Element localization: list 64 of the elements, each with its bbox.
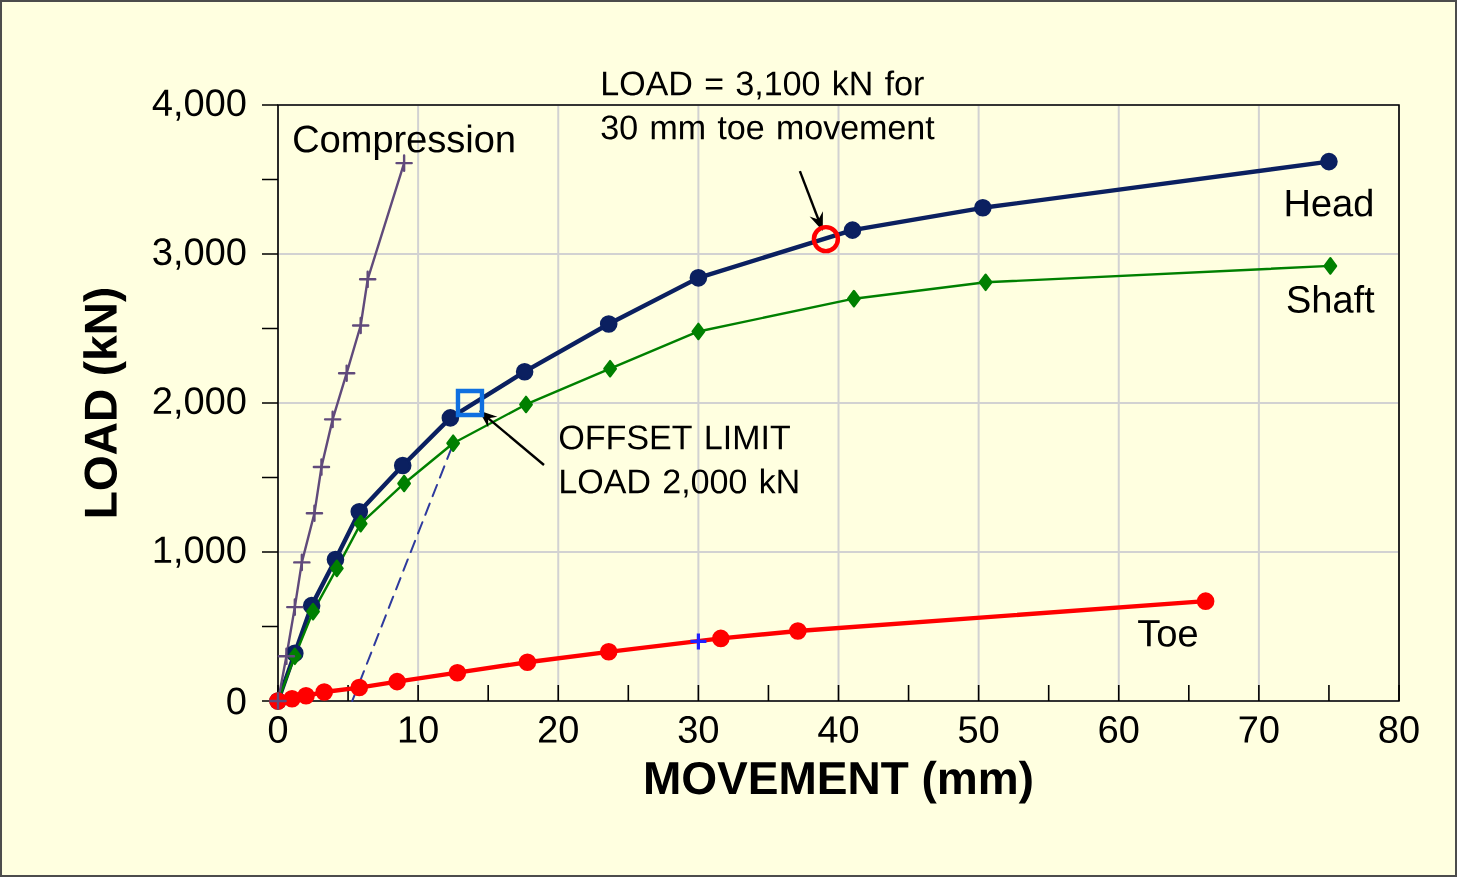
- point: [1196, 592, 1215, 610]
- point: [305, 504, 324, 523]
- point: [393, 456, 412, 475]
- x-tick-label: 60: [1099, 716, 1139, 743]
- point: [329, 559, 344, 578]
- point: [712, 629, 730, 648]
- point: [518, 653, 537, 672]
- point: [315, 683, 334, 701]
- point: [323, 410, 342, 429]
- point: [286, 598, 304, 616]
- point: [351, 316, 370, 335]
- point: [1320, 152, 1338, 171]
- point: [350, 678, 369, 697]
- x-tick-label: 40: [818, 716, 859, 743]
- point: [441, 409, 460, 427]
- point: [337, 364, 356, 382]
- point: [446, 434, 461, 453]
- point: [312, 458, 331, 476]
- y-tick-label: 2,000: [153, 387, 246, 419]
- annotation: LOAD = 3,100 kN for 30 mm toe movement: [601, 70, 935, 140]
- x-axis-title: MOVEMENT (mm): [646, 760, 1032, 804]
- point: [599, 315, 618, 333]
- point: [353, 514, 368, 533]
- series-label: Shaft: [1287, 284, 1375, 313]
- point: [388, 672, 406, 691]
- point: [599, 643, 618, 661]
- point: [974, 199, 992, 217]
- x-tick-label: 20: [539, 716, 578, 743]
- point: [297, 686, 315, 705]
- x-tick-label: 10: [399, 716, 438, 743]
- x-tick-label: 30: [678, 716, 719, 743]
- x-tick-label: 0: [268, 716, 288, 743]
- point: [847, 289, 861, 308]
- x-tick-label: 50: [959, 716, 999, 743]
- point: [358, 270, 377, 289]
- point: [455, 388, 485, 418]
- point: [843, 221, 862, 239]
- series-label: Compression: [294, 124, 514, 161]
- y-tick-label: 1,000: [154, 536, 246, 568]
- point: [978, 273, 993, 292]
- point: [306, 602, 320, 621]
- point: [691, 322, 706, 341]
- point: [397, 474, 412, 493]
- point: [448, 663, 467, 682]
- series-label: Toe: [1138, 620, 1197, 647]
- y-axis-title: LOAD (kN): [83, 289, 127, 517]
- point: [789, 622, 807, 640]
- y-tick-label: 3,000: [153, 238, 246, 270]
- point: [293, 553, 311, 572]
- y-tick-label: 4,000: [152, 89, 246, 121]
- point: [689, 269, 708, 287]
- point: [603, 359, 617, 378]
- point: [350, 502, 369, 521]
- point: [519, 395, 533, 414]
- point: [811, 224, 841, 254]
- y-tick-label: 0: [227, 687, 246, 715]
- x-tick-label: 70: [1239, 716, 1279, 743]
- point: [515, 362, 534, 381]
- point: [688, 631, 708, 651]
- series-label: Head: [1286, 188, 1372, 217]
- point: [1323, 257, 1338, 275]
- point: [277, 647, 296, 666]
- x-tick-label: 80: [1379, 716, 1419, 743]
- annotation: OFFSET LIMIT LOAD 2,000 kN: [559, 425, 798, 498]
